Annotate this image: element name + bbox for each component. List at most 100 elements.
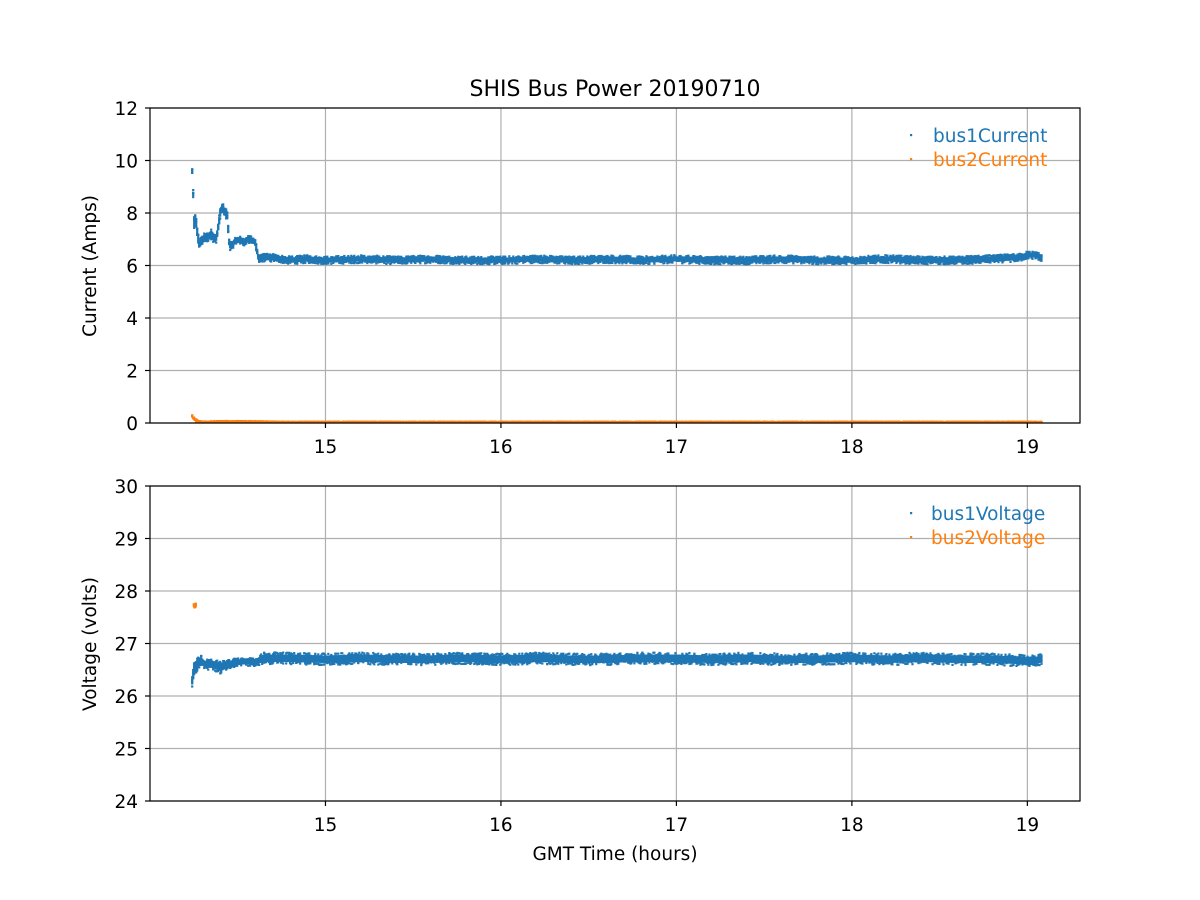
data-point: [664, 254, 667, 257]
data-point: [326, 255, 329, 258]
data-point: [523, 254, 526, 258]
data-point: [820, 262, 823, 265]
data-point: [625, 262, 628, 265]
data-point: [435, 260, 438, 263]
data-point: [499, 255, 502, 258]
data-point: [488, 262, 491, 265]
data-point: [748, 256, 751, 259]
data-point: [841, 261, 844, 265]
data-point: [670, 254, 673, 257]
data-point: [964, 262, 967, 265]
data-point: [961, 262, 964, 265]
data-point: [785, 261, 788, 265]
data-point: [669, 261, 672, 264]
data-point: [976, 261, 979, 264]
data-point: [389, 255, 392, 258]
data-point: [996, 254, 999, 257]
data-point: [243, 244, 246, 247]
data-point: [458, 262, 461, 265]
data-point: [531, 261, 534, 264]
data-point: [633, 262, 636, 265]
data-point: [448, 255, 451, 258]
data-point: [1001, 261, 1004, 264]
data-point: [571, 262, 574, 266]
data-point: [729, 255, 732, 258]
data-point: [1014, 259, 1017, 262]
data-point: [591, 255, 594, 258]
data-point: [245, 242, 248, 245]
data-point: [347, 255, 350, 258]
data-point: [501, 262, 504, 265]
data-point: [1012, 253, 1015, 256]
data-point: [793, 255, 796, 258]
data-point: [227, 224, 230, 227]
data-point: [401, 262, 404, 265]
data-point: [392, 255, 395, 258]
data-point: [315, 255, 318, 258]
data-point: [889, 254, 892, 257]
chart-title: SHIS Bus Power 20190710: [470, 77, 761, 102]
data-point: [315, 262, 318, 265]
data-point: [1022, 258, 1025, 261]
data-point: [309, 255, 312, 258]
data-point: [581, 262, 584, 265]
data-point: [920, 262, 923, 265]
data-point: [494, 262, 497, 265]
data-point: [717, 261, 720, 264]
data-point: [367, 260, 370, 263]
data-point: [593, 260, 596, 264]
data-point: [939, 262, 942, 265]
data-point: [310, 261, 313, 264]
data-point: [755, 262, 758, 265]
data-point: [621, 262, 624, 265]
data-point-cluster: [1040, 255, 1043, 261]
data-point: [823, 262, 826, 265]
data-point: [769, 254, 772, 257]
data-point: [597, 261, 600, 265]
data-point: [540, 254, 543, 257]
data-point: [476, 263, 479, 266]
data-point: [495, 255, 498, 258]
data-point: [535, 260, 538, 263]
data-point: [1035, 251, 1038, 254]
data-point: [559, 255, 562, 258]
data-point: [973, 255, 976, 258]
data-point: [892, 254, 895, 257]
data-point: [529, 255, 532, 258]
data-point: [762, 255, 765, 258]
data-point-cluster: [218, 216, 221, 224]
data-point: [343, 254, 346, 258]
data-point: [879, 261, 882, 264]
data-point: [949, 262, 952, 265]
data-point: [394, 255, 397, 258]
data-point: [353, 254, 356, 257]
data-point: [832, 256, 835, 259]
data-point: [332, 261, 335, 264]
data-point: [407, 255, 410, 258]
data-point: [413, 255, 416, 258]
data-point: [1008, 254, 1011, 257]
data-point: [387, 261, 390, 264]
data-point: [918, 255, 921, 258]
data-point: [419, 254, 422, 257]
data-point: [899, 262, 902, 265]
data-point: [706, 256, 709, 259]
data-point: [746, 256, 749, 259]
data-point: [931, 261, 934, 264]
data-point: [194, 214, 197, 217]
data-point: [427, 255, 430, 258]
data-point: [235, 242, 238, 245]
data-point: [556, 262, 559, 265]
data-point: [979, 261, 982, 264]
data-point-cluster: [191, 168, 194, 174]
data-point: [982, 255, 985, 258]
data-point: [816, 256, 819, 259]
data-point-cluster: [257, 253, 260, 260]
data-point: [508, 261, 511, 264]
data-point: [671, 261, 674, 264]
data-point: [477, 255, 480, 259]
data-point: [854, 262, 857, 266]
data-point: [239, 242, 242, 245]
data-point-cluster: [254, 239, 257, 245]
